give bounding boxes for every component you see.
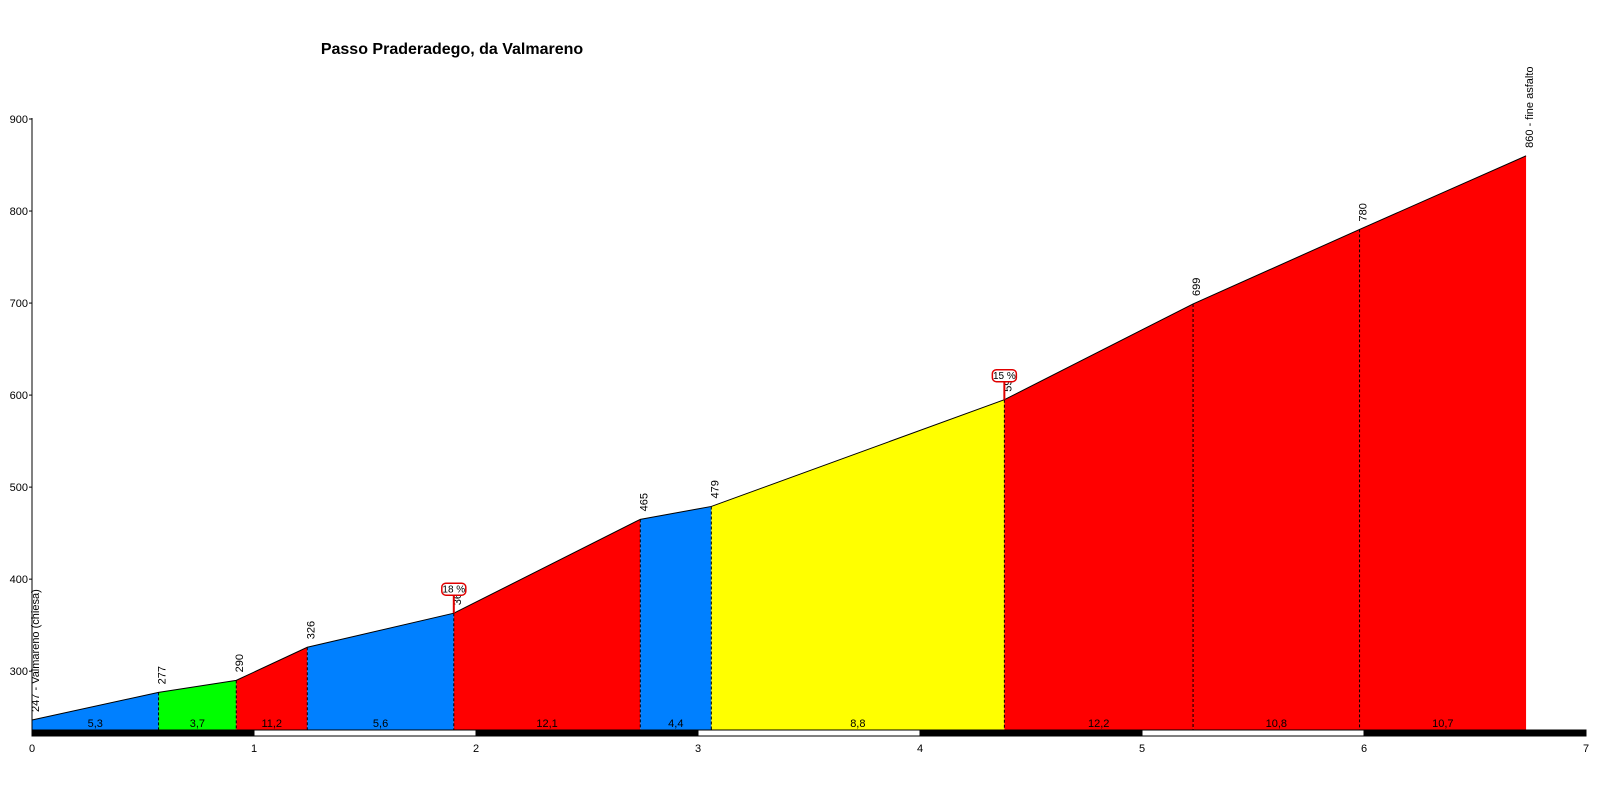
chart-title: Passo Praderadego, da Valmareno	[321, 41, 584, 58]
data-labels: 5,3 3,7 11,2 5,6 12,1 4,4 8,8 12,2 10,8 10,7 247 -…	[30, 66, 1536, 730]
x-axis-bar	[1141, 729, 1365, 737]
segment-area	[158, 680, 237, 731]
max-gradient-label: 15 %	[993, 371, 1016, 382]
gradient-label: 8,8	[850, 718, 865, 730]
x-tick-label: 3	[695, 743, 701, 755]
elevation-label: 699	[1191, 278, 1203, 296]
gradient-label: 3,7	[190, 718, 205, 730]
segment-area	[1193, 229, 1360, 731]
x-tick-label: 4	[917, 743, 923, 755]
segment-area	[1004, 303, 1194, 731]
segment-area	[236, 647, 308, 731]
x-tick-label: 7	[1583, 743, 1589, 755]
x-axis-bar	[919, 729, 1143, 737]
x-tick-label: 1	[251, 743, 257, 755]
segment-area	[453, 519, 641, 731]
max-gradient-label: 18 %	[442, 585, 465, 596]
segment-area	[640, 506, 712, 731]
y-tick-label: 800	[10, 206, 28, 218]
x-axis-bar	[475, 729, 699, 737]
y-tick-label: 500	[10, 482, 28, 494]
y-tick-label: 600	[10, 390, 28, 402]
x-axis-bar	[31, 729, 255, 737]
gradient-label: 12,2	[1088, 718, 1109, 730]
x-tick-label: 6	[1361, 743, 1367, 755]
elevation-label: 780	[1358, 203, 1370, 221]
segment-area	[32, 692, 159, 731]
segment-area	[1359, 155, 1527, 732]
gradient-label: 11,2	[261, 718, 282, 730]
max-gradient-badge	[991, 368, 1018, 383]
gradient-label: 10,8	[1266, 718, 1287, 730]
gradient-label: 5,6	[373, 718, 388, 730]
gradient-label: 5,3	[88, 718, 103, 730]
segment-area	[307, 613, 454, 731]
y-tick-label: 300	[10, 666, 28, 678]
elevation-label: 290	[234, 654, 246, 672]
x-axis-bar	[253, 729, 477, 737]
x-axis-bar	[697, 729, 921, 737]
y-tick-label: 700	[10, 298, 28, 310]
elevation-label: 247 - Valmareno (chiesa)	[30, 589, 42, 712]
y-tick-label: 400	[10, 574, 28, 586]
elevation-label: 860 - fine asfalto	[1524, 66, 1536, 147]
x-tick-label: 0	[29, 743, 35, 755]
gradient-label: 12,1	[536, 718, 557, 730]
elevation-label: 326	[305, 621, 317, 639]
elevation-label: 479	[709, 480, 721, 498]
x-tick-label: 5	[1139, 743, 1145, 755]
segment-dividers	[158, 229, 1361, 731]
y-tick-label: 900	[10, 114, 28, 126]
gradient-label: 4,4	[668, 718, 683, 730]
segment-area	[711, 399, 1005, 731]
profile-areas	[31, 155, 1527, 732]
elevation-label: 465	[638, 493, 650, 511]
x-axis-bar	[1363, 729, 1587, 737]
gradient-label: 10,7	[1432, 718, 1453, 730]
axes: 300 400 500 600 700 800 900 0 1 2 3 4 5 6 7	[10, 114, 1589, 755]
max-gradient-badge	[441, 582, 467, 596]
elevation-label: 277	[157, 666, 169, 684]
x-tick-label: 2	[473, 743, 479, 755]
